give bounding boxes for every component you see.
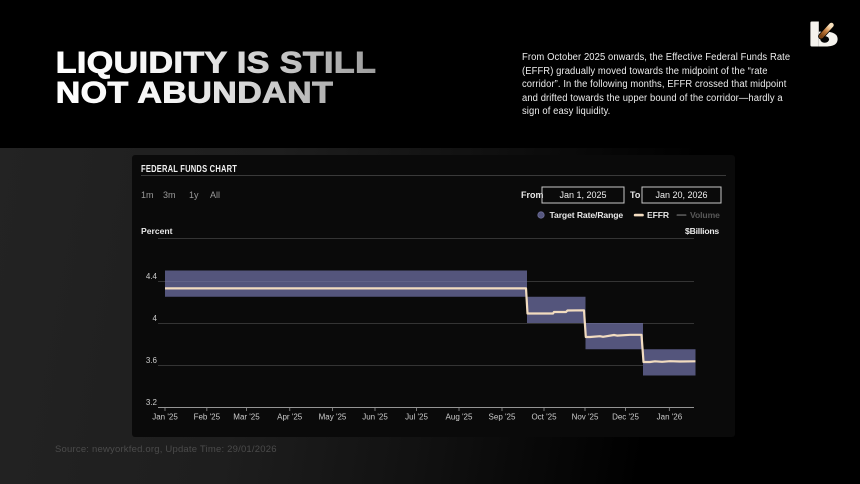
svg-text:Feb '25: Feb '25	[194, 413, 221, 422]
svg-text:Volume: Volume	[690, 210, 720, 220]
svg-text:Jan '25: Jan '25	[152, 413, 178, 422]
svg-text:LIQUIDITY IS STILL: LIQUIDITY IS STILL	[56, 45, 377, 79]
svg-text:Nov '25: Nov '25	[572, 413, 599, 422]
svg-text:3.2: 3.2	[146, 398, 158, 407]
svg-text:Dec '25: Dec '25	[612, 413, 639, 422]
svg-text:Mar '25: Mar '25	[233, 413, 260, 422]
svg-text:To: To	[630, 190, 641, 200]
svg-text:Percent: Percent	[141, 226, 173, 236]
svg-text:EFFR: EFFR	[647, 210, 670, 220]
svg-text:Jan '26: Jan '26	[657, 413, 683, 422]
svg-text:4: 4	[153, 314, 158, 323]
svg-text:NOT ABUNDANT: NOT ABUNDANT	[56, 75, 334, 109]
svg-text:All: All	[210, 190, 220, 200]
svg-text:1y: 1y	[189, 190, 199, 200]
svg-text:1m: 1m	[141, 190, 154, 200]
svg-text:Oct '25: Oct '25	[531, 413, 557, 422]
svg-text:Jan 20, 2026: Jan 20, 2026	[655, 190, 707, 200]
svg-text:Apr '25: Apr '25	[277, 413, 303, 422]
svg-text:Jan 1, 2025: Jan 1, 2025	[559, 190, 606, 200]
svg-text:4.4: 4.4	[146, 272, 158, 281]
svg-text:From: From	[521, 190, 544, 200]
svg-text:FEDERAL FUNDS CHART: FEDERAL FUNDS CHART	[141, 163, 237, 174]
svg-text:$Billions: $Billions	[685, 226, 719, 236]
svg-text:Jun '25: Jun '25	[362, 413, 388, 422]
svg-text:Jul '25: Jul '25	[405, 413, 428, 422]
svg-text:May '25: May '25	[319, 413, 347, 422]
svg-text:3.6: 3.6	[146, 356, 158, 365]
svg-text:Target Rate/Range: Target Rate/Range	[550, 210, 624, 220]
svg-text:Sep '25: Sep '25	[489, 413, 516, 422]
svg-text:Aug '25: Aug '25	[446, 413, 473, 422]
svg-text:3m: 3m	[163, 190, 176, 200]
